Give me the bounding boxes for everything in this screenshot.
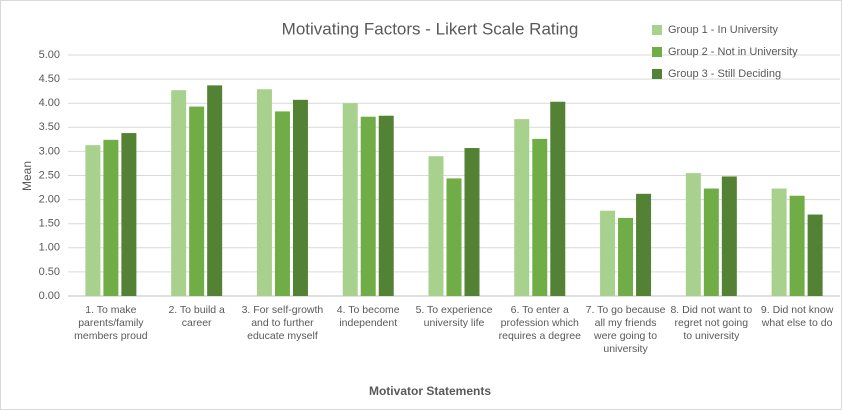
legend-label: Group 2 - Not in University <box>668 46 798 58</box>
bar <box>292 99 308 297</box>
bar <box>685 173 701 296</box>
bar <box>464 148 480 296</box>
bar <box>721 176 737 296</box>
bar <box>636 193 652 296</box>
bar <box>446 178 462 296</box>
x-tick-label: 4. To become independent <box>336 304 400 329</box>
bar <box>600 210 616 296</box>
bar <box>514 119 530 296</box>
y-tick-label: 2.00 <box>39 194 60 206</box>
x-tick-label: 9. Did not know what else to do <box>760 304 834 329</box>
chart-title: Motivating Factors - Likert Scale Rating <box>282 19 579 38</box>
bar <box>274 111 290 296</box>
x-tick-label: 8. Did not want to regret not going to u… <box>670 304 753 342</box>
legend-swatch <box>652 69 662 79</box>
legend-swatch <box>652 47 662 57</box>
bar <box>121 133 137 296</box>
y-tick-label: 5.00 <box>39 49 60 61</box>
x-axis-title: Motivator Statements <box>369 384 491 398</box>
bar <box>532 138 548 296</box>
y-tick-label: 1.00 <box>39 242 60 254</box>
bar <box>771 188 787 296</box>
bar <box>789 195 805 296</box>
x-tick-label: 3. For self-growth and to further educat… <box>241 304 324 342</box>
y-tick-label: 3.50 <box>39 121 60 133</box>
bar <box>189 106 205 296</box>
legend-label: Group 1 - In University <box>668 24 779 36</box>
legend-swatch <box>652 25 662 35</box>
bar <box>428 156 444 296</box>
bar <box>703 188 719 296</box>
bar <box>207 85 223 296</box>
bar <box>807 214 823 296</box>
y-tick-label: 3.00 <box>39 145 60 157</box>
y-tick-label: 4.00 <box>39 97 60 109</box>
x-tick-label: 2. To build a career <box>168 304 225 329</box>
y-tick-label: 4.50 <box>39 73 60 85</box>
y-axis-title: Mean <box>20 161 34 191</box>
bar <box>85 145 101 296</box>
y-tick-label: 1.50 <box>39 218 60 230</box>
y-tick-label: 2.50 <box>39 169 60 181</box>
bar <box>618 217 634 296</box>
x-tick-label: 1. To make parents/family members proud <box>74 304 148 342</box>
bar <box>171 90 187 296</box>
bar <box>342 103 358 296</box>
x-tick-label: 7. To go because all my friends were goi… <box>585 304 666 355</box>
bar <box>360 116 376 296</box>
x-tick-label: 6. To enter a profession which requires … <box>498 304 581 342</box>
y-tick-label: 0.00 <box>39 290 60 302</box>
legend-label: Group 3 - Still Deciding <box>668 68 781 80</box>
bar <box>256 89 272 296</box>
bar <box>103 139 119 296</box>
bar <box>550 101 566 296</box>
bar <box>378 115 394 297</box>
x-tick-label: 5. To experience university life <box>415 304 493 329</box>
y-tick-label: 0.50 <box>39 266 60 278</box>
